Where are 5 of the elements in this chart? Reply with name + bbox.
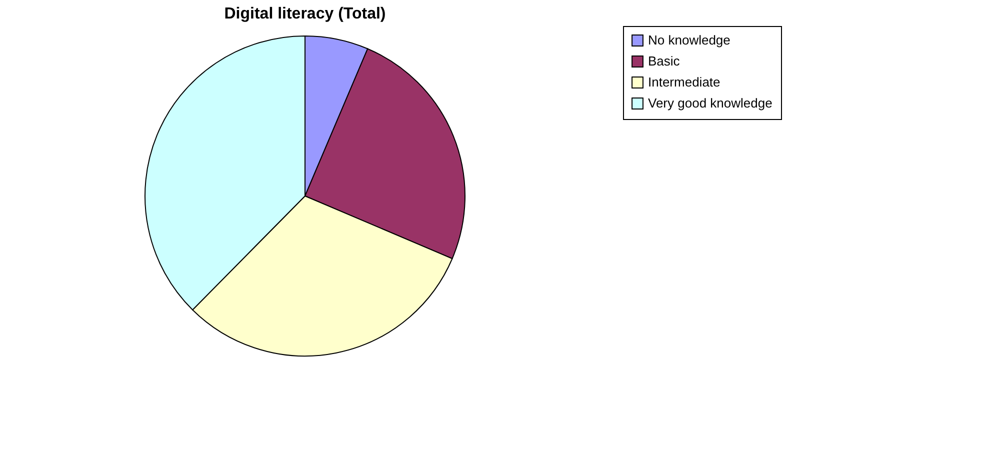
legend-label: No knowledge (648, 32, 730, 48)
legend-label: Very good knowledge (648, 96, 772, 110)
legend-label: Intermediate (648, 74, 720, 90)
legend-label: Basic (648, 54, 680, 68)
chart-title: Digital literacy (Total) (224, 6, 386, 22)
